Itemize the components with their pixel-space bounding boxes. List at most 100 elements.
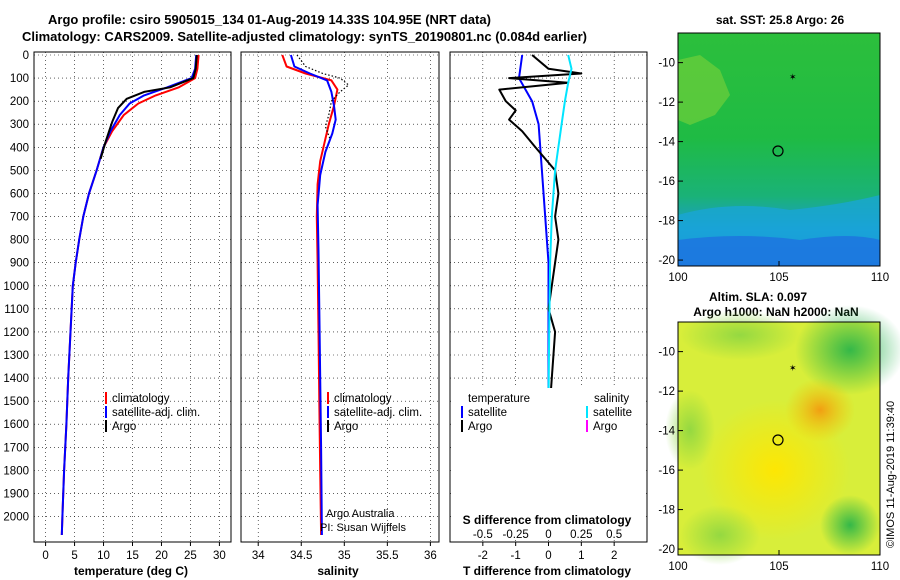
- salinity-difference-tick-label: -0.5: [473, 529, 493, 541]
- x-tick-label: 34.5: [290, 550, 312, 562]
- sla-map-axes: 100 105 110 -10 -12 -14 -16 -18 -20: [658, 347, 889, 573]
- legend-label-satellite: satellite-adj. clim.: [112, 407, 200, 419]
- depth-tick-label: 1200: [3, 327, 29, 339]
- x-tick-label: 0: [42, 550, 48, 562]
- difference-legend-background: [452, 388, 644, 538]
- depth-tick-label: 1600: [3, 419, 29, 431]
- depth-tick-label: 1700: [3, 442, 29, 454]
- temperature-panel: 0100200300400500600700800900100011001200…: [3, 50, 232, 578]
- profile-location-marker: [772, 434, 784, 446]
- longitude-tick-label: 105: [769, 272, 788, 284]
- difference-panel: -2 -1 0 1 2 T difference from climatology S …: [449, 51, 648, 578]
- depth-tick-label: 1900: [3, 488, 29, 500]
- x-tick-label: -1: [511, 550, 521, 562]
- depth-tick-label: 700: [10, 212, 29, 224]
- sla-map-panel: Altim. SLA: 0.097 Argo h1000: NaN h2000:…: [658, 290, 900, 573]
- legend-label-temperature-satellite: satellite: [468, 407, 507, 419]
- legend-title-salinity: salinity: [594, 393, 629, 405]
- sla-map-title-line-1: Altim. SLA: 0.097: [709, 290, 807, 304]
- longitude-tick-label: 100: [668, 561, 687, 573]
- sst-cold-patch: [678, 236, 880, 266]
- x-tick-label: 25: [184, 550, 197, 562]
- sst-map-title: sat. SST: 25.8 Argo: 26: [716, 13, 845, 27]
- temperature-x-axis: 0 5 10 15 20 25 30: [42, 542, 226, 562]
- x-tick-label: 35.5: [376, 550, 398, 562]
- profile-location-marker: [772, 145, 784, 157]
- difference-axis-label: T difference from climatology: [463, 564, 631, 578]
- latitude-tick-label: -12: [658, 97, 675, 109]
- salinity-panel: 34 34.5 35 35.5 36 salinity climatology sate…: [240, 51, 440, 578]
- longitude-tick-label: 110: [871, 561, 889, 573]
- title-line-1: Argo profile: csiro 5905015_134 01-Aug-2…: [48, 12, 491, 27]
- latitude-tick-label: -10: [658, 347, 675, 359]
- legend-label-salinity-argo: Argo: [593, 421, 617, 433]
- depth-axis: 0 100 200 300 400 500 600 700 800 900 1000 1100 1200…: [3, 50, 29, 524]
- salinity-difference-tick-label: 0: [545, 529, 551, 541]
- sst-map-axes: 100 105 110 -10 -12 -14 -16 -18 -20: [658, 58, 889, 284]
- x-tick-label: 0: [545, 550, 551, 562]
- sla-green-southeast: [820, 495, 880, 555]
- depth-tick-label: 600: [10, 188, 29, 200]
- depth-tick-label: 300: [10, 119, 29, 131]
- x-tick-label: -2: [478, 550, 488, 562]
- x-tick-label: 35: [338, 550, 351, 562]
- salinity-difference-axis-label: S difference from climatology: [463, 513, 632, 527]
- temperature-grid: [34, 52, 231, 542]
- legend-label-climatology: climatology: [334, 393, 392, 405]
- sla-green-north: [680, 310, 800, 360]
- temperature-legend: climatology satellite-adj. clim. Argo: [105, 392, 200, 433]
- x-tick-label: 2: [611, 550, 617, 562]
- sla-orange-high: [785, 378, 855, 442]
- latitude-tick-label: -12: [658, 386, 675, 398]
- x-tick-label: 20: [155, 550, 168, 562]
- temperature-difference-x-axis: -2 -1 0 1 2: [478, 542, 617, 562]
- salinity-legend: climatology satellite-adj. clim. Argo: [327, 392, 422, 433]
- latitude-tick-label: -20: [658, 544, 675, 556]
- longitude-tick-label: 100: [668, 272, 687, 284]
- depth-tick-label: 100: [10, 73, 29, 85]
- depth-tick-label: 500: [10, 165, 29, 177]
- depth-tick-label: 200: [10, 96, 29, 108]
- x-tick-label: 1: [578, 550, 584, 562]
- legend-label-satellite: satellite-adj. clim.: [334, 407, 422, 419]
- latitude-tick-label: -14: [658, 426, 675, 438]
- salinity-difference-tick-label: 0.25: [570, 529, 592, 541]
- title-line-2: Climatology: CARS2009. Satellite-adjuste…: [22, 29, 587, 44]
- annotation-pi: PI: Susan Wijffels: [320, 522, 406, 534]
- legend-title-temperature: temperature: [468, 393, 530, 405]
- salinity-x-axis: 34 34.5 35 35.5 36: [252, 542, 437, 562]
- depth-tick-label: 1800: [3, 465, 29, 477]
- series-line-satellite-adj-clim-: [289, 54, 337, 536]
- latitude-tick-label: -10: [658, 58, 675, 70]
- salinity-difference-tick-label: 0.5: [606, 529, 622, 541]
- latitude-tick-label: -18: [658, 216, 675, 228]
- salinity-difference-tick-label: -0.25: [503, 529, 529, 541]
- x-tick-label: 36: [424, 550, 437, 562]
- x-tick-label: 30: [213, 550, 226, 562]
- difference-legend: temperature salinity satellite Argo sate…: [461, 393, 632, 433]
- salinity-difference-x-axis: -0.5 -0.25 0 0.25 0.5: [473, 529, 622, 541]
- x-tick-label: 10: [97, 550, 110, 562]
- sst-warm-patch: [678, 55, 730, 125]
- series-line-argo: [296, 54, 350, 139]
- x-tick-label: 5: [71, 550, 77, 562]
- float-track-marker: ✶: [789, 72, 797, 82]
- imos-credit: ©IMOS 11-Aug-2019 11:39:40: [885, 401, 897, 548]
- depth-tick-label: 1400: [3, 373, 29, 385]
- salinity-plot-frame: [240, 51, 440, 543]
- series-line-temperature-argo: [498, 54, 583, 535]
- latitude-tick-label: -18: [658, 505, 675, 517]
- salinity-grid: [241, 52, 439, 542]
- longitude-tick-label: 110: [871, 272, 889, 284]
- legend-label-temperature-argo: Argo: [468, 421, 492, 433]
- depth-tick-label: 1300: [3, 350, 29, 362]
- x-tick-label: 15: [126, 550, 139, 562]
- latitude-tick-label: -20: [658, 255, 675, 267]
- annotation-argo-australia: Argo Australia: [326, 508, 395, 520]
- depth-tick-label: 0: [23, 50, 29, 62]
- legend-label-salinity-satellite: satellite: [593, 407, 632, 419]
- depth-tick-label: 2000: [3, 512, 29, 524]
- temperature-series: [60, 54, 200, 536]
- latitude-tick-label: -16: [658, 176, 675, 188]
- latitude-tick-label: -16: [658, 465, 675, 477]
